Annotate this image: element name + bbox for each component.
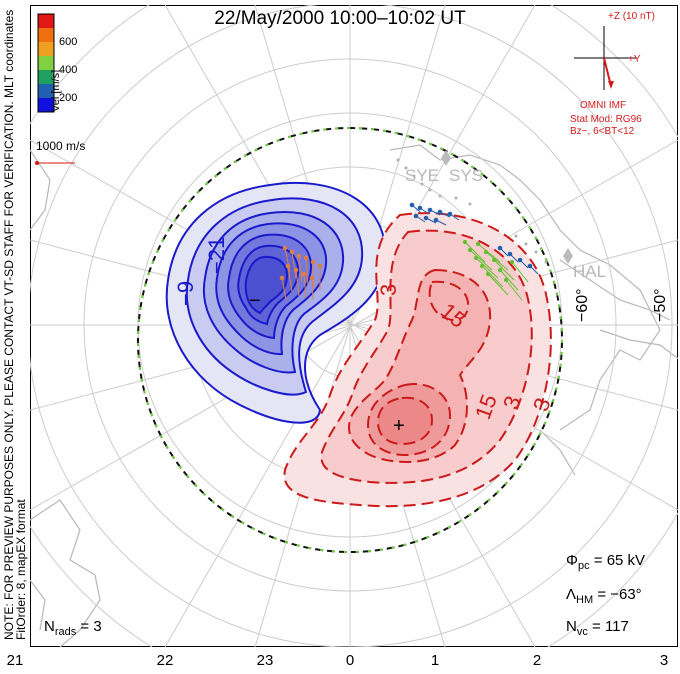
mlt-tick-0: 0 <box>345 652 355 669</box>
mlt-tick-21: 21 <box>6 652 24 669</box>
mlt-tick-23: 23 <box>256 652 274 669</box>
colorbar-segment <box>38 70 54 84</box>
mlt-tick-3: 3 <box>659 652 669 669</box>
contour-label-neg-9: −9 <box>173 280 198 306</box>
lambda-value: = −63° <box>597 586 642 603</box>
nrads-subscript: rads <box>54 626 77 638</box>
latitude-label-50: −50° <box>652 288 669 322</box>
phi-subscript: pc <box>577 560 590 572</box>
potential-minimum-marker: − <box>249 290 261 312</box>
mlt-tick-1: 1 <box>430 652 440 669</box>
imf-y-label: +Y <box>628 54 641 65</box>
station-sye: SYE <box>405 166 440 185</box>
potential-maximum-marker: + <box>393 415 405 437</box>
nvc-value: = 117 <box>592 618 629 635</box>
velocity-vectors <box>279 158 548 301</box>
nvc-symbol: N <box>566 618 577 635</box>
station-hal: HAL <box>573 262 607 281</box>
hm-boundary-ticks <box>137 127 563 553</box>
mlt-coordinates-label: MLT coordinates <box>2 9 16 98</box>
colorbar-segment <box>38 14 54 28</box>
coastlines <box>30 144 678 647</box>
nvc-subscript: vc <box>576 626 588 638</box>
lambda-symbol: Λ <box>566 586 577 603</box>
colorbar-segment <box>38 28 54 42</box>
nrads-value: = 3 <box>80 618 102 635</box>
phi-symbol: Φ <box>566 552 578 569</box>
colorbar-segment <box>38 42 54 56</box>
colorbar-tick-200: 200 <box>59 92 78 104</box>
contour-label-pos-3a: 3 <box>376 283 401 296</box>
mlt-tick-22: 22 <box>156 652 174 669</box>
colorbar-border <box>37 13 55 113</box>
imf-clock <box>574 26 636 90</box>
map-title: 22/May/2000 10:00–10:02 UT <box>214 8 466 29</box>
radar-count: Nrads = 3 <box>44 618 102 638</box>
fit-order-note: FitOrder: 8, mapEX format <box>14 499 28 640</box>
negative-convection-cell <box>165 181 387 424</box>
colorbar-title: Vel [m/s] <box>50 69 62 112</box>
vector-count: Nvc = 117 <box>566 618 629 638</box>
latitude-label-60: −60° <box>574 288 591 322</box>
mlt-tick-2: 2 <box>532 652 542 669</box>
station-markers <box>441 150 573 264</box>
stat-model-line2: Bz−, 6<BT<12 <box>570 126 635 137</box>
contour-label-neg-21: −21 <box>204 236 229 274</box>
lambda-subscript: HM <box>576 594 594 606</box>
colorbar-tick-600: 600 <box>59 36 78 48</box>
imf-z-label: +Z (10 nT) <box>608 11 655 22</box>
imf-source: OMNI IMF <box>580 100 627 111</box>
hm-latitude: ΛHM = −63° <box>566 586 642 606</box>
colorbar-segment <box>38 84 54 98</box>
stat-model-line1: Stat Mod: RG96 <box>570 114 642 125</box>
colorbar-tick-400: 400 <box>59 64 78 76</box>
colorbar-segment <box>38 98 54 112</box>
velocity-colorbar <box>37 13 55 113</box>
positive-convection-cell <box>283 212 552 508</box>
scale-label: 1000 m/s <box>36 139 86 153</box>
nrads-symbol: N <box>44 618 55 635</box>
phi-value: = 65 kV <box>593 552 646 569</box>
cross-polar-cap-potential: Φpc = 65 kV <box>566 552 645 572</box>
colorbar-segment <box>38 56 54 70</box>
station-sys: SYS <box>449 166 484 185</box>
